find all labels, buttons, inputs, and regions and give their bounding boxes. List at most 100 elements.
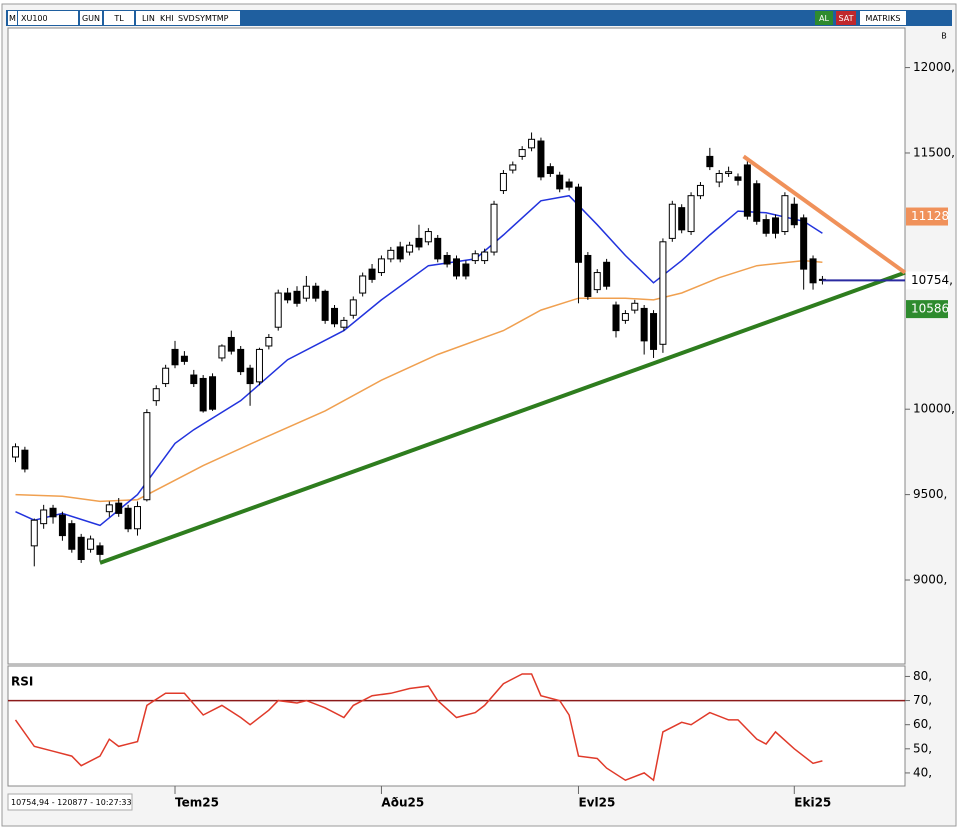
x-tick-label: Aðu25: [381, 796, 424, 810]
candle-body: [471, 253, 479, 262]
x-tick-label: Eki25: [794, 796, 831, 810]
candle-body: [284, 292, 292, 301]
candle-body: [734, 176, 742, 181]
candle-body: [715, 172, 723, 183]
trend-line: [99, 270, 906, 565]
candle-body: [49, 507, 57, 518]
y-tick-label: 70,: [913, 693, 932, 707]
brand-box: [860, 11, 906, 25]
side-label: B: [941, 32, 947, 41]
candle-body: [424, 231, 432, 243]
candle-body: [265, 336, 273, 347]
price-panel: [7, 27, 906, 665]
y-tick-label: 11500,: [913, 145, 955, 159]
candle-body: [603, 261, 611, 287]
candle-body: [227, 336, 235, 352]
candle-body: [565, 181, 573, 188]
buy-box[interactable]: [815, 11, 833, 25]
toolbar-button[interactable]: LIN: [142, 14, 155, 23]
candle-body: [415, 237, 423, 248]
period[interactable]: GUN: [82, 14, 100, 23]
candle-body: [546, 166, 554, 174]
price-tag: [906, 271, 948, 290]
symbol-box[interactable]: [18, 11, 78, 25]
sell-button[interactable]: SAT: [839, 14, 854, 23]
toolbar-button[interactable]: KHI: [160, 14, 174, 23]
candle-body: [359, 275, 367, 294]
brand: MATRIKS: [866, 14, 901, 23]
candle-body: [659, 241, 667, 345]
candle-body: [696, 184, 704, 197]
y-tick-label: 80,: [913, 669, 932, 683]
candle-body: [743, 164, 751, 217]
period-box[interactable]: [80, 11, 102, 25]
y-tick-label: 12000,: [913, 60, 955, 74]
candle-body: [593, 272, 601, 291]
x-tick-label: Evl25: [578, 796, 615, 810]
logo[interactable]: M: [9, 14, 16, 23]
candle-body: [537, 140, 545, 178]
candle-body: [481, 251, 489, 262]
candle-body: [678, 207, 686, 231]
candle-body: [518, 149, 526, 157]
panel-label: RSI: [11, 675, 33, 689]
candle-body: [396, 246, 404, 260]
candle-body: [115, 502, 123, 514]
logo-box[interactable]: [8, 11, 17, 25]
trend-line: [742, 154, 907, 275]
candle-body: [293, 290, 301, 304]
candle-body: [255, 348, 263, 383]
candle-body: [687, 195, 695, 233]
status-box: [7, 793, 133, 811]
candle-body: [790, 203, 798, 226]
currency[interactable]: TL: [113, 14, 124, 23]
candle-body: [302, 285, 310, 299]
candle-body: [124, 507, 132, 530]
candle-body: [40, 509, 48, 525]
candle-body: [77, 536, 85, 561]
candle-body: [237, 348, 245, 373]
candle-body: [21, 449, 29, 470]
candle-body: [556, 174, 564, 190]
y-tick-label: 40,: [913, 765, 932, 779]
buy-button[interactable]: AL: [819, 14, 829, 23]
candle-body: [105, 504, 113, 513]
x-tick-label: Tem25: [175, 796, 219, 810]
toolbar-button[interactable]: SVD: [178, 14, 195, 23]
candle-body: [171, 348, 179, 366]
currency-box[interactable]: [104, 11, 134, 25]
candle-body: [443, 254, 451, 265]
price-tag-label: 11128: [911, 209, 949, 223]
candle-body: [725, 171, 733, 174]
sell-box[interactable]: [836, 11, 856, 25]
symbol[interactable]: XU100: [21, 14, 48, 23]
status-text: 10754,94 - 120877 - 10:27:33: [11, 798, 132, 807]
candle-body: [58, 514, 66, 537]
toolbar-button[interactable]: SYMTMP: [195, 14, 229, 23]
price-tag: [906, 300, 948, 319]
candle-body: [762, 219, 770, 234]
candle-body: [87, 538, 95, 550]
candle-body: [434, 237, 442, 260]
candle-body: [180, 355, 188, 362]
candle-body: [162, 367, 170, 385]
candle-body: [584, 254, 592, 297]
price-tag-label: 10754,: [911, 273, 953, 287]
y-tick-label: 50,: [913, 741, 932, 755]
candle-body: [499, 172, 507, 192]
candle-body: [406, 244, 414, 253]
y-tick-label: 10000,: [913, 402, 955, 416]
candle-body: [377, 258, 385, 274]
candle-body: [321, 290, 329, 321]
buttons-box: [136, 11, 240, 25]
candle-body: [312, 285, 320, 299]
candle-body: [133, 506, 141, 530]
candle-body: [199, 377, 207, 412]
candle-body: [96, 545, 104, 555]
candle-body: [246, 367, 254, 385]
candle-body: [490, 203, 498, 253]
candle-body: [621, 313, 629, 321]
candle-body: [209, 376, 217, 410]
